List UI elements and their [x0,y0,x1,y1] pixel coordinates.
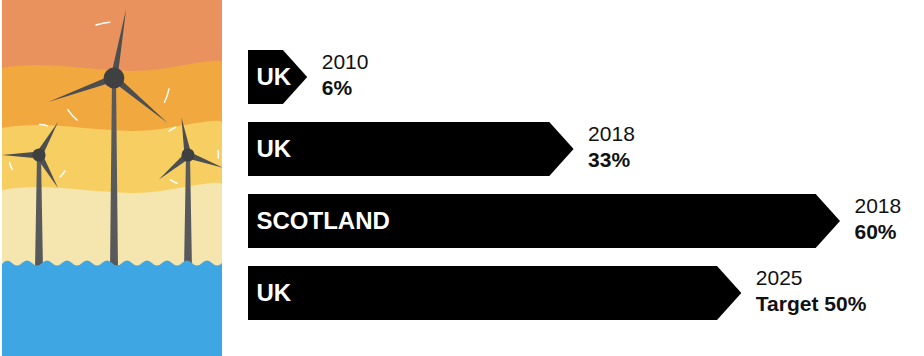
svg-text:2025: 2025 [756,266,803,289]
svg-text:UK: UK [257,63,292,90]
svg-text:6%: 6% [322,76,353,99]
svg-text:2010: 2010 [322,50,369,73]
svg-text:2018: 2018 [588,122,635,145]
svg-text:60%: 60% [855,220,897,243]
svg-text:33%: 33% [588,148,630,171]
svg-text:2018: 2018 [855,194,902,217]
svg-text:SCOTLAND: SCOTLAND [257,207,390,234]
svg-text:UK: UK [257,135,292,162]
svg-text:UK: UK [257,279,292,306]
svg-text:Target 50%: Target 50% [756,292,867,315]
